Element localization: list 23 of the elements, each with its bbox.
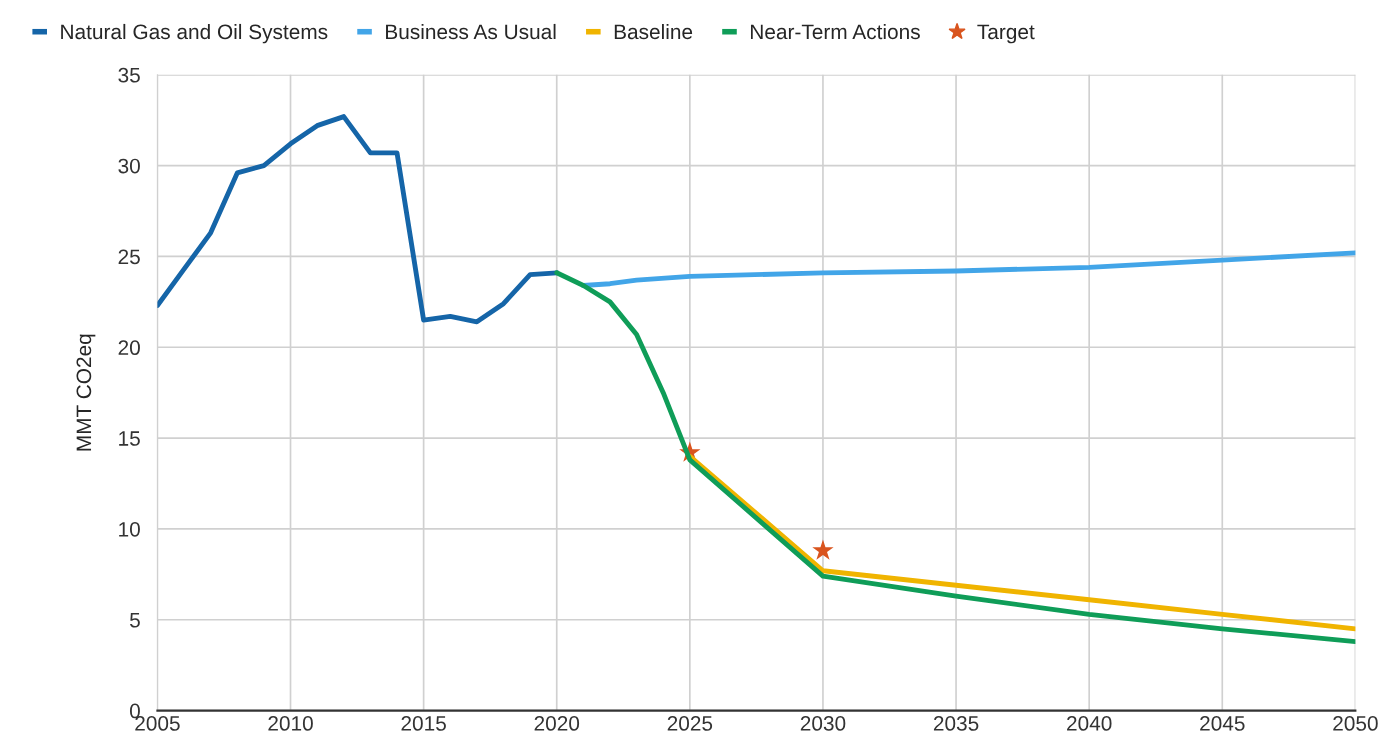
y-tick-label: 30 [118,158,140,174]
x-tick-label: 2015 [401,716,446,731]
y-tick-label: 15 [119,431,140,446]
legend-label: Near-Term Actions [751,23,920,40]
y-tick-label: 25 [118,249,140,265]
legend-label: Natural Gas and Oil Systems [61,23,328,44]
y-axis-title: MMT CO2eq [76,334,96,451]
x-tick-label: 2040 [1067,716,1112,731]
x-tick-label: 2025 [667,716,713,731]
x-tick-label: 2020 [534,716,580,731]
y-tick-label: 35 [118,67,140,83]
x-tick-label: 2045 [1200,716,1245,731]
x-tick-label: 2030 [800,716,846,731]
y-tick-label: 10 [119,521,140,537]
x-tick-label: 2050 [1333,716,1378,731]
legend-label: Baseline [614,23,693,40]
x-tick-label: 2010 [268,716,313,731]
line-series [554,270,1356,644]
legend-label: Business As Usual [386,23,556,40]
y-tick-label: 5 [129,612,140,628]
legend-label: Target [977,24,1035,44]
y-tick-label: 20 [118,340,140,356]
x-tick-label: 2035 [933,716,979,731]
